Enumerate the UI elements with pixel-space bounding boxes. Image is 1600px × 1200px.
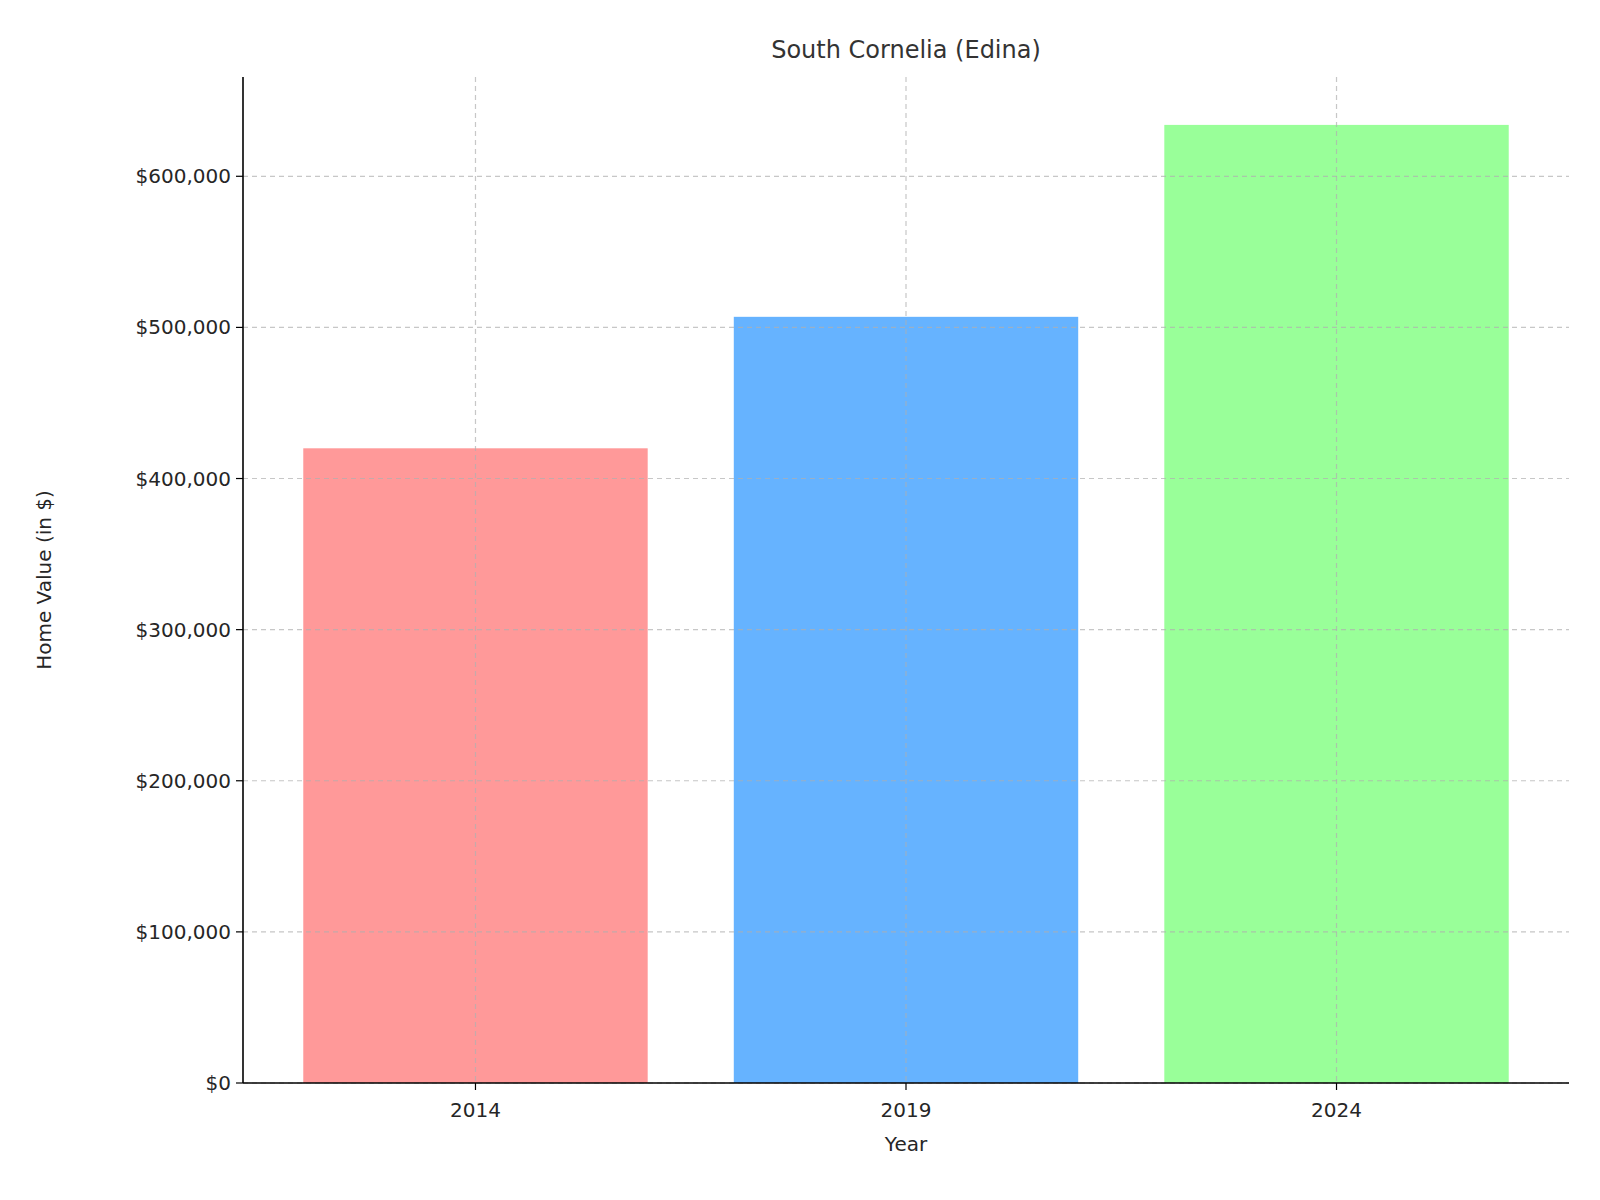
tick-label: $0 [206, 1071, 231, 1095]
tick [236, 629, 243, 630]
grid-line [243, 478, 1569, 479]
grid [243, 77, 1569, 1083]
tick-label: 2019 [881, 1098, 932, 1122]
grid-line [1336, 77, 1337, 1083]
tick-label: $500,000 [136, 315, 231, 339]
y-axis-label: Home Value (in $) [32, 490, 56, 670]
tick-label: $600,000 [136, 164, 231, 188]
title: South Cornelia (Edina) [771, 36, 1041, 64]
tick-label: 2024 [1311, 1098, 1362, 1122]
tick [905, 1083, 906, 1090]
tick-label: $200,000 [136, 769, 231, 793]
chart-container: $0 $100,000 $200,000 $300,000 $400,000 $500,0… [0, 0, 1600, 1200]
chart: $0 $100,000 $200,000 $300,000 $400,000 $500,0… [0, 0, 1600, 1200]
tick-label: $300,000 [136, 618, 231, 642]
tick [236, 176, 243, 177]
tick [236, 327, 243, 328]
tick-label: $400,000 [136, 467, 231, 491]
tick [236, 931, 243, 932]
grid-line [243, 327, 1569, 328]
grid-line [475, 77, 476, 1083]
grid-line [905, 77, 906, 1083]
x-axis-label: Year [884, 1132, 928, 1156]
tick-label: 2014 [450, 1098, 501, 1122]
tick [236, 478, 243, 479]
tick [236, 1082, 243, 1083]
tick [1336, 1083, 1337, 1090]
tick-label: $100,000 [136, 920, 231, 944]
tick [236, 780, 243, 781]
tick [475, 1083, 476, 1090]
